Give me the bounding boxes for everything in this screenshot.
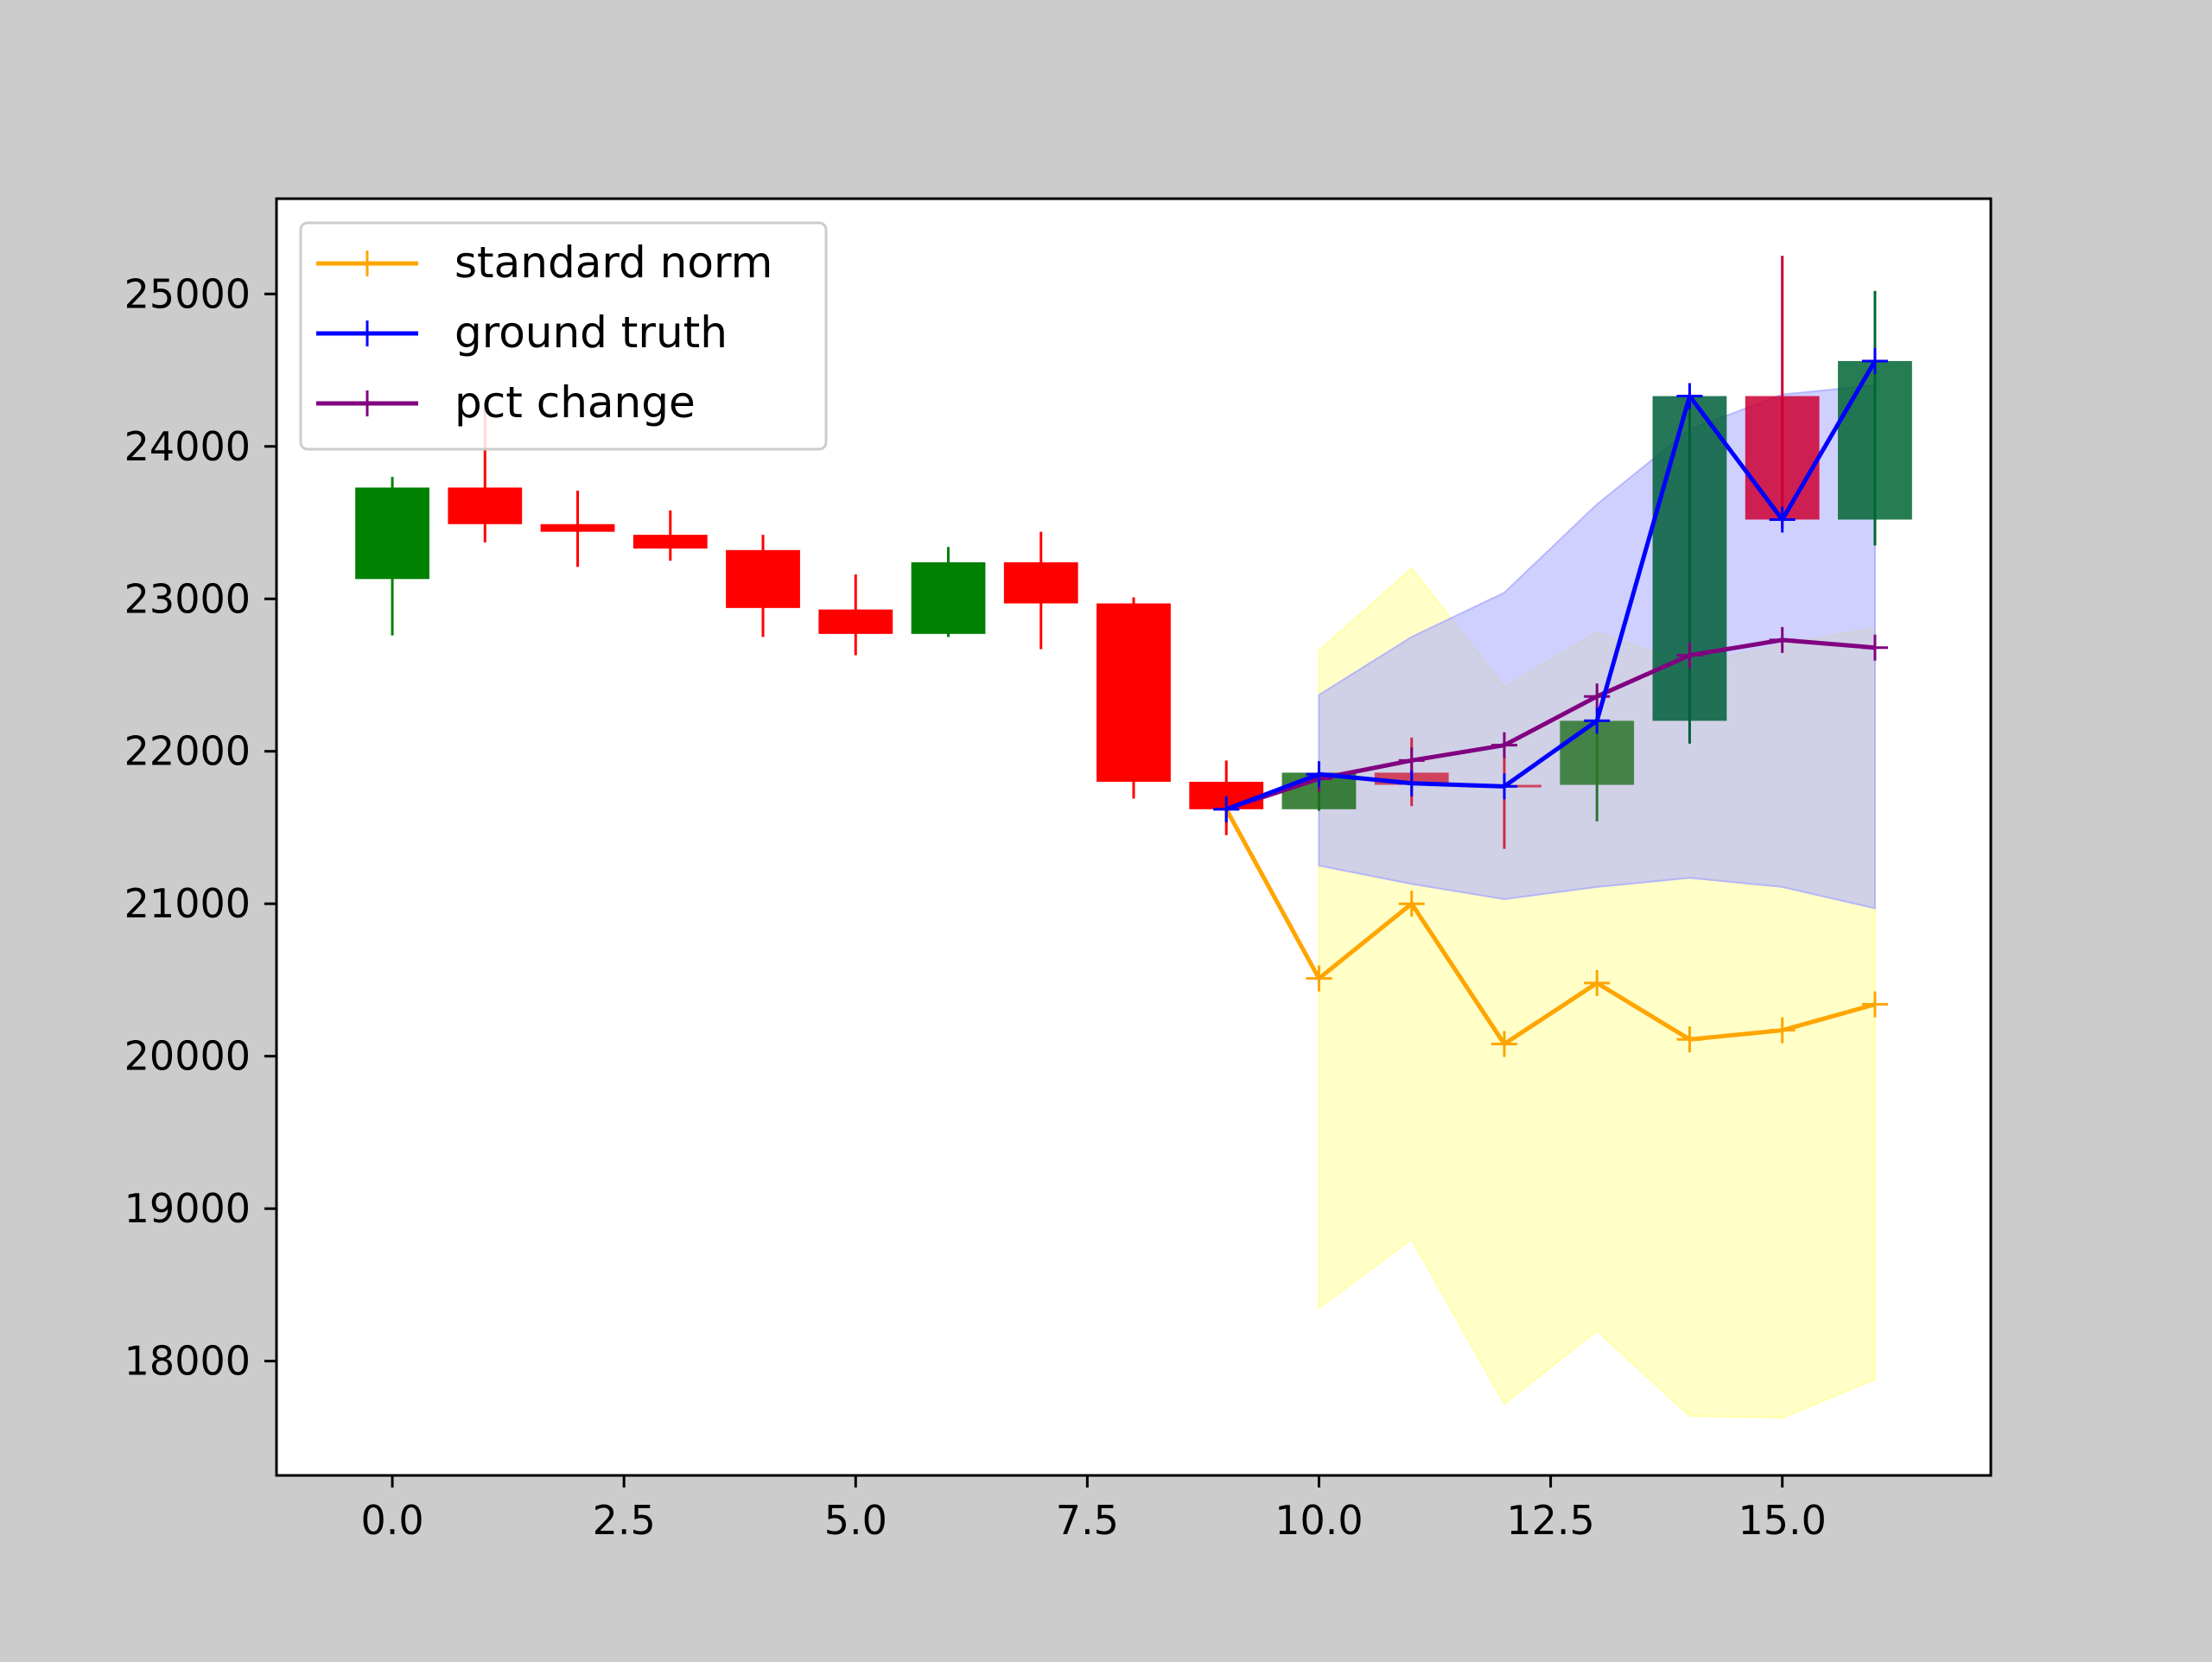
data-point: [1676, 642, 1703, 669]
data-point: [1584, 707, 1611, 734]
candle-body: [632, 535, 708, 549]
candle-body: [1838, 360, 1912, 520]
data-point: [1769, 1017, 1796, 1044]
y-tick-label: 25000: [124, 270, 251, 317]
data-point: [1861, 991, 1888, 1018]
series-ground-truth: [1213, 347, 1888, 822]
band-pct-change: [1318, 384, 1876, 910]
data-point: [1398, 770, 1425, 796]
data-point: [1306, 965, 1332, 992]
candle-6: [911, 547, 986, 638]
y-tick-label: 18000: [124, 1338, 251, 1385]
candle-0: [355, 477, 429, 636]
candle-body: [448, 487, 523, 524]
legend-label: standard norm: [454, 238, 772, 288]
candle-14: [1652, 396, 1727, 744]
y-tick-label: 20000: [124, 1033, 251, 1080]
data-point: [1769, 506, 1796, 533]
candle-3: [632, 510, 708, 561]
candle-2: [540, 490, 615, 568]
candle-5: [818, 574, 893, 656]
candle-body: [911, 561, 986, 634]
x-tick-label: 0.0: [360, 1497, 423, 1544]
candle-body: [1652, 396, 1727, 721]
candle-body: [1745, 396, 1820, 520]
data-point: [1861, 634, 1888, 661]
legend-item-ground-truth: ground truth: [316, 308, 728, 358]
candle-7: [1003, 531, 1078, 650]
x-tick-label: 2.5: [593, 1497, 656, 1544]
data-point: [1584, 969, 1611, 996]
x-tick-label: 7.5: [1056, 1497, 1119, 1544]
candle-body: [726, 549, 800, 608]
x-tick-label: 5.0: [824, 1497, 887, 1544]
candle-1: [448, 408, 523, 542]
data-point: [1398, 747, 1425, 774]
legend-frame: [299, 221, 828, 451]
data-point: [1398, 891, 1425, 917]
candle-body: [355, 487, 429, 580]
data-point: [1491, 773, 1517, 800]
series-line: [1225, 359, 1878, 812]
legend-item-standard-norm: standard norm: [316, 238, 772, 288]
candle-8: [1096, 597, 1171, 799]
legend-label: pct change: [454, 377, 696, 428]
y-tick-label: 23000: [124, 575, 251, 622]
candle-body: [540, 523, 615, 532]
candle-body: [1096, 603, 1171, 783]
candle-body: [1003, 561, 1078, 604]
data-point: [1676, 1026, 1703, 1053]
x-tick-label: 10.0: [1274, 1497, 1363, 1544]
candle-4: [726, 535, 800, 638]
series-line: [1224, 808, 1876, 1047]
x-tick-label: 15.0: [1738, 1497, 1826, 1544]
data-point: [1213, 796, 1240, 822]
y-tick-label: 21000: [124, 880, 251, 927]
data-point: [1306, 761, 1332, 788]
candle-15: [1745, 256, 1820, 530]
data-point: [1676, 383, 1703, 409]
y-tick-label: 19000: [124, 1185, 251, 1232]
y-tick-label: 24000: [124, 423, 251, 470]
legend-label: ground truth: [454, 308, 728, 358]
candle-body: [818, 609, 893, 634]
candle-16: [1838, 290, 1912, 546]
data-point: [1769, 626, 1796, 653]
legend: standard norm ground truth pct change: [299, 221, 828, 451]
legend-item-pct-change: pct change: [316, 377, 696, 428]
data-point: [1491, 732, 1517, 758]
data-point: [1491, 1031, 1517, 1057]
y-tick-label: 22000: [124, 728, 251, 775]
x-tick-label: 12.5: [1506, 1497, 1594, 1544]
data-point: [1861, 347, 1888, 374]
plot-area-frame: [275, 197, 1993, 1477]
